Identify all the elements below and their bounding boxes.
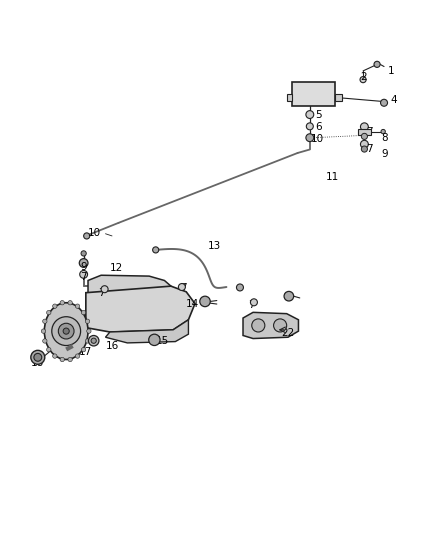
Text: 17: 17 xyxy=(79,346,92,357)
Text: 7: 7 xyxy=(248,300,255,310)
Circle shape xyxy=(85,339,90,343)
Circle shape xyxy=(381,99,388,106)
Circle shape xyxy=(60,301,64,305)
Circle shape xyxy=(274,319,287,332)
Circle shape xyxy=(60,357,64,362)
Ellipse shape xyxy=(44,303,88,359)
Circle shape xyxy=(360,77,366,83)
Circle shape xyxy=(360,140,368,148)
Circle shape xyxy=(361,133,367,140)
Polygon shape xyxy=(86,286,195,332)
Circle shape xyxy=(88,335,99,346)
Circle shape xyxy=(31,350,45,364)
Text: 2: 2 xyxy=(360,72,367,83)
Bar xyxy=(292,82,335,106)
Text: 10: 10 xyxy=(88,228,101,238)
Text: 7: 7 xyxy=(366,127,373,137)
Circle shape xyxy=(46,310,51,315)
Polygon shape xyxy=(243,312,298,338)
Circle shape xyxy=(91,338,96,343)
Text: 8: 8 xyxy=(381,133,388,143)
Circle shape xyxy=(85,319,90,324)
Circle shape xyxy=(284,292,293,301)
Text: 12: 12 xyxy=(110,263,123,273)
Circle shape xyxy=(381,130,385,134)
Circle shape xyxy=(75,304,80,309)
Circle shape xyxy=(306,134,314,142)
Text: 7: 7 xyxy=(366,143,373,154)
Circle shape xyxy=(81,251,86,256)
Circle shape xyxy=(52,317,81,345)
Circle shape xyxy=(306,123,313,130)
Circle shape xyxy=(87,329,91,333)
Text: 16: 16 xyxy=(106,341,119,351)
Circle shape xyxy=(374,61,380,67)
Circle shape xyxy=(63,328,69,334)
Text: 7: 7 xyxy=(80,272,87,282)
Bar xyxy=(358,128,371,135)
Circle shape xyxy=(53,304,57,309)
Polygon shape xyxy=(106,320,188,343)
Text: 1: 1 xyxy=(388,66,395,76)
Circle shape xyxy=(41,329,46,333)
Bar xyxy=(335,94,342,101)
Circle shape xyxy=(53,354,57,358)
Polygon shape xyxy=(88,275,171,295)
Circle shape xyxy=(75,354,80,358)
Circle shape xyxy=(200,296,210,306)
Text: 18: 18 xyxy=(31,358,44,368)
Text: 13: 13 xyxy=(208,240,221,251)
Text: 10: 10 xyxy=(311,134,324,144)
Bar xyxy=(287,94,292,101)
Circle shape xyxy=(81,310,86,315)
Circle shape xyxy=(108,280,114,286)
Text: 14: 14 xyxy=(186,298,199,309)
Text: 15: 15 xyxy=(155,336,169,346)
Circle shape xyxy=(68,301,72,305)
Text: 7: 7 xyxy=(98,288,104,298)
Circle shape xyxy=(152,247,159,253)
Text: 11: 11 xyxy=(326,172,339,182)
Circle shape xyxy=(101,286,108,293)
Circle shape xyxy=(251,299,258,306)
Circle shape xyxy=(81,348,86,352)
Text: 5: 5 xyxy=(315,110,322,119)
Circle shape xyxy=(361,146,367,152)
Circle shape xyxy=(237,284,244,291)
Text: 7: 7 xyxy=(180,284,187,293)
Circle shape xyxy=(252,319,265,332)
Circle shape xyxy=(46,348,51,352)
Text: 3: 3 xyxy=(297,82,303,92)
Circle shape xyxy=(306,111,314,118)
Circle shape xyxy=(149,334,160,345)
Text: 9: 9 xyxy=(381,149,388,159)
Text: 6: 6 xyxy=(315,122,322,132)
Text: 22: 22 xyxy=(281,328,295,338)
Text: 9: 9 xyxy=(80,262,87,272)
Circle shape xyxy=(360,123,368,131)
Circle shape xyxy=(79,259,88,268)
Circle shape xyxy=(178,284,185,290)
Text: 4: 4 xyxy=(390,95,397,104)
Circle shape xyxy=(42,319,47,324)
Circle shape xyxy=(68,357,72,362)
Circle shape xyxy=(42,339,47,343)
Circle shape xyxy=(80,270,88,278)
Circle shape xyxy=(58,323,74,339)
Circle shape xyxy=(34,353,42,361)
Text: 9: 9 xyxy=(283,292,290,302)
Circle shape xyxy=(84,233,90,239)
